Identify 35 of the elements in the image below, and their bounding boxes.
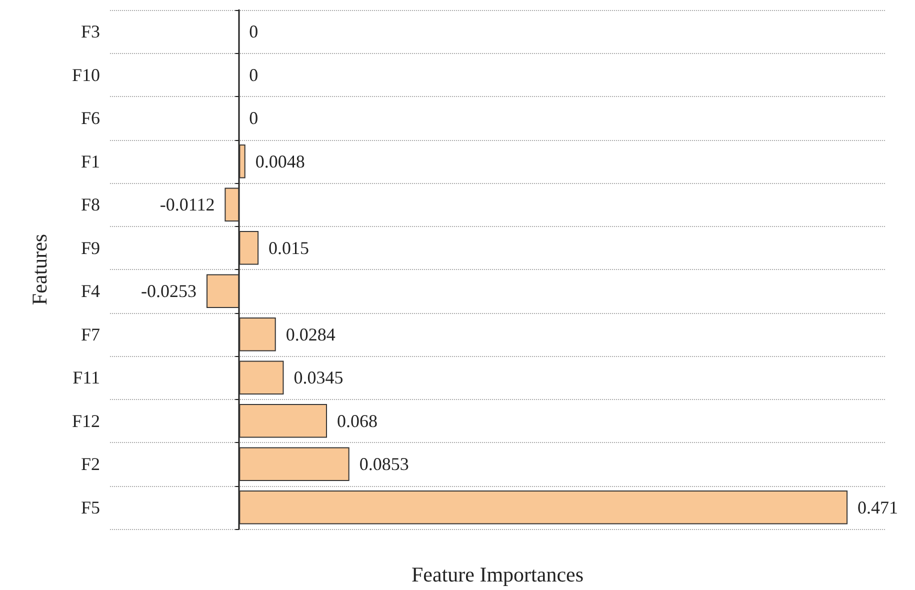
y-tick-label: F9 [80,238,100,258]
data-label: 0.068 [337,410,378,431]
x-axis-title: Feature Importances [411,562,584,586]
y-tick-label: F1 [80,151,100,172]
data-label: -0.0112 [160,194,215,215]
data-label: 0.015 [268,238,310,258]
bar [239,231,259,265]
y-tick-label: F11 [72,368,100,388]
bar [239,144,246,178]
bar [239,490,848,524]
data-label: 0 [249,108,258,128]
data-label: 0.0853 [359,454,409,474]
y-tick-label: F12 [72,410,100,431]
y-tick-label: F10 [72,64,100,85]
y-tick-label: F5 [80,497,100,518]
y-tick-label: F8 [80,194,100,215]
data-label: 0 [249,22,258,42]
y-tick-label: F3 [80,22,100,42]
y-tick-label: F7 [80,324,100,344]
y-axis-title: Features [28,234,52,306]
data-label: 0.0345 [294,368,344,388]
y-tick-label: F2 [80,454,100,474]
bar [239,360,284,394]
data-label: 0 [249,64,258,85]
bar [239,318,276,352]
bar [224,188,240,222]
data-label: 0.471 [858,497,898,518]
data-label: 0.0048 [255,151,305,172]
data-label: -0.0253 [140,281,196,302]
bar [239,404,327,438]
y-tick-label: F6 [80,108,100,128]
bar [239,447,350,481]
data-label: 0.0284 [286,324,336,344]
y-tick-label: F4 [80,281,100,302]
bar [206,274,240,308]
